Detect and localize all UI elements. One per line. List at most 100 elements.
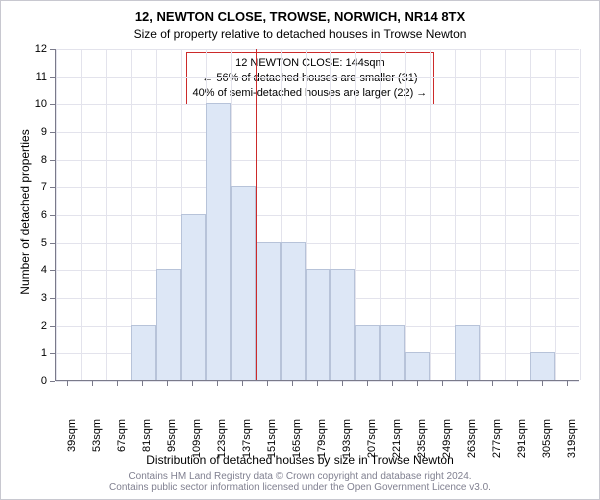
xtick-label: 179sqm xyxy=(316,419,328,479)
xtick-label: 137sqm xyxy=(241,419,253,479)
xtick-mark xyxy=(517,381,518,386)
ytick-label: 9 xyxy=(25,126,47,138)
xtick-label: 39sqm xyxy=(66,419,78,479)
ytick-mark xyxy=(50,160,55,161)
xtick-label: 263sqm xyxy=(466,419,478,479)
xtick-mark xyxy=(542,381,543,386)
xtick-mark xyxy=(442,381,443,386)
marker-line xyxy=(256,49,257,380)
xtick-label: 235sqm xyxy=(416,419,428,479)
xtick-mark xyxy=(392,381,393,386)
gridline-h xyxy=(56,187,579,188)
xtick-label: 207sqm xyxy=(366,419,378,479)
xtick-mark xyxy=(142,381,143,386)
chart-title-main: 12, NEWTON CLOSE, TROWSE, NORWICH, NR14 … xyxy=(1,9,599,24)
ytick-label: 3 xyxy=(25,292,47,304)
xtick-mark xyxy=(367,381,368,386)
ytick-mark xyxy=(50,77,55,78)
ytick-label: 10 xyxy=(25,98,47,110)
ytick-mark xyxy=(50,132,55,133)
xtick-label: 221sqm xyxy=(391,419,403,479)
histogram-bar xyxy=(530,352,555,380)
gridline-v xyxy=(430,49,431,380)
xtick-label: 81sqm xyxy=(141,419,153,479)
xtick-mark xyxy=(167,381,168,386)
xtick-label: 67sqm xyxy=(116,419,128,479)
xtick-mark xyxy=(567,381,568,386)
gridline-h xyxy=(56,215,579,216)
gridline-h xyxy=(56,243,579,244)
xtick-mark xyxy=(67,381,68,386)
annotation-box: 12 NEWTON CLOSE: 144sqm← 56% of detached… xyxy=(186,52,435,105)
gridline-v xyxy=(81,49,82,380)
xtick-mark xyxy=(317,381,318,386)
footer-line-2: Contains public sector information licen… xyxy=(1,482,599,493)
gridline-v xyxy=(580,49,581,380)
xtick-label: 277sqm xyxy=(491,419,503,479)
gridline-v xyxy=(555,49,556,380)
gridline-v xyxy=(530,49,531,380)
ytick-label: 11 xyxy=(25,71,47,83)
xtick-label: 165sqm xyxy=(291,419,303,479)
histogram-bar xyxy=(455,325,480,380)
xtick-label: 109sqm xyxy=(191,419,203,479)
xtick-mark xyxy=(192,381,193,386)
xtick-mark xyxy=(267,381,268,386)
xtick-label: 95sqm xyxy=(166,419,178,479)
histogram-bar xyxy=(256,242,281,380)
annotation-line: 12 NEWTON CLOSE: 144sqm xyxy=(193,56,428,71)
histogram-bar xyxy=(131,325,156,380)
histogram-bar xyxy=(181,214,206,380)
gridline-v xyxy=(480,49,481,380)
annotation-line: 40% of semi-detached houses are larger (… xyxy=(193,86,428,101)
ytick-label: 7 xyxy=(25,181,47,193)
ytick-label: 0 xyxy=(25,375,47,387)
ytick-mark xyxy=(50,104,55,105)
xtick-mark xyxy=(242,381,243,386)
xtick-mark xyxy=(417,381,418,386)
ytick-mark xyxy=(50,326,55,327)
ytick-mark xyxy=(50,215,55,216)
histogram-bar xyxy=(330,269,355,380)
annotation-line: ← 56% of detached houses are smaller (31… xyxy=(193,71,428,86)
xtick-mark xyxy=(492,381,493,386)
ytick-label: 2 xyxy=(25,320,47,332)
ytick-mark xyxy=(50,381,55,382)
xtick-mark xyxy=(292,381,293,386)
ytick-label: 5 xyxy=(25,237,47,249)
histogram-bar xyxy=(380,325,405,380)
xtick-label: 305sqm xyxy=(541,419,553,479)
chart-frame: 12, NEWTON CLOSE, TROWSE, NORWICH, NR14 … xyxy=(0,0,600,500)
ytick-label: 8 xyxy=(25,154,47,166)
ytick-label: 4 xyxy=(25,264,47,276)
xtick-mark xyxy=(92,381,93,386)
gridline-v xyxy=(405,49,406,380)
ytick-mark xyxy=(50,243,55,244)
xtick-mark xyxy=(342,381,343,386)
histogram-bar xyxy=(156,269,181,380)
gridline-h xyxy=(56,77,579,78)
xtick-mark xyxy=(467,381,468,386)
gridline-v xyxy=(505,49,506,380)
histogram-bar xyxy=(405,352,430,380)
xtick-label: 249sqm xyxy=(441,419,453,479)
xtick-label: 319sqm xyxy=(566,419,578,479)
chart-title-sub: Size of property relative to detached ho… xyxy=(1,27,599,41)
xtick-mark xyxy=(117,381,118,386)
ytick-mark xyxy=(50,187,55,188)
xtick-label: 193sqm xyxy=(341,419,353,479)
gridline-h xyxy=(56,160,579,161)
xtick-mark xyxy=(217,381,218,386)
gridline-v xyxy=(106,49,107,380)
ytick-mark xyxy=(50,270,55,271)
histogram-bar xyxy=(306,269,331,380)
xtick-label: 291sqm xyxy=(516,419,528,479)
xtick-label: 151sqm xyxy=(266,419,278,479)
gridline-h xyxy=(56,132,579,133)
ytick-label: 1 xyxy=(25,347,47,359)
ytick-label: 6 xyxy=(25,209,47,221)
xtick-label: 123sqm xyxy=(216,419,228,479)
histogram-bar xyxy=(206,103,231,380)
gridline-v xyxy=(56,49,57,380)
ytick-mark xyxy=(50,353,55,354)
